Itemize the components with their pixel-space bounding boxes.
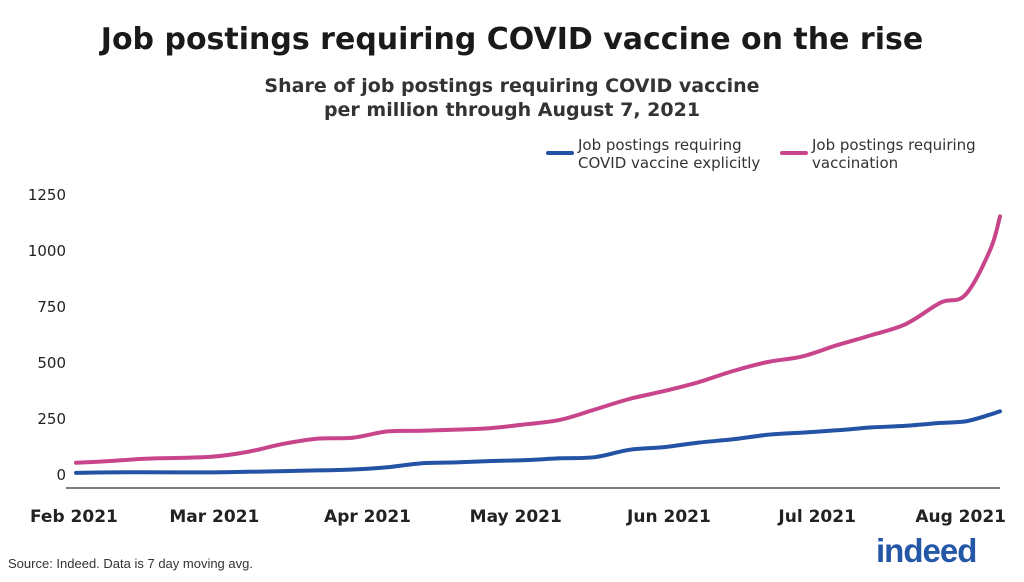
chart-title: Job postings requiring COVID vaccine on …	[100, 22, 924, 57]
x-tick-label: May 2021	[470, 507, 562, 527]
series-line-vaccination	[74, 214, 1002, 465]
subtitle-line-1: Share of job postings requiring COVID va…	[264, 75, 760, 97]
indeed-logo: indeed	[876, 532, 977, 569]
legend-label: Job postings requiring	[811, 136, 976, 154]
x-tick-label: Aug 2021	[915, 507, 1006, 527]
legend-label: COVID vaccine explicitly	[578, 154, 760, 172]
y-tick-label: 250	[37, 410, 66, 428]
series-line-explicit	[74, 409, 1002, 475]
subtitle-line-2: per million through August 7, 2021	[323, 99, 701, 121]
y-tick-label: 0	[56, 466, 66, 484]
x-tick-label: Mar 2021	[169, 507, 259, 527]
y-tick-label: 750	[37, 298, 66, 316]
x-tick-label: Jun 2021	[626, 507, 711, 527]
y-tick-label: 500	[37, 354, 66, 372]
x-tick-label: Jul 2021	[777, 507, 856, 527]
source-note: Source: Indeed. Data is 7 day moving avg…	[8, 556, 253, 571]
legend-label: vaccination	[812, 154, 898, 172]
y-tick-label: 1000	[28, 242, 66, 260]
y-tick-label: 1250	[28, 186, 66, 204]
legend-label: Job postings requiring	[577, 136, 742, 154]
x-tick-label: Apr 2021	[324, 507, 411, 527]
chart-subtitle: Share of job postings requiring COVID va…	[262, 74, 762, 122]
x-tick-label: Feb 2021	[30, 507, 118, 527]
